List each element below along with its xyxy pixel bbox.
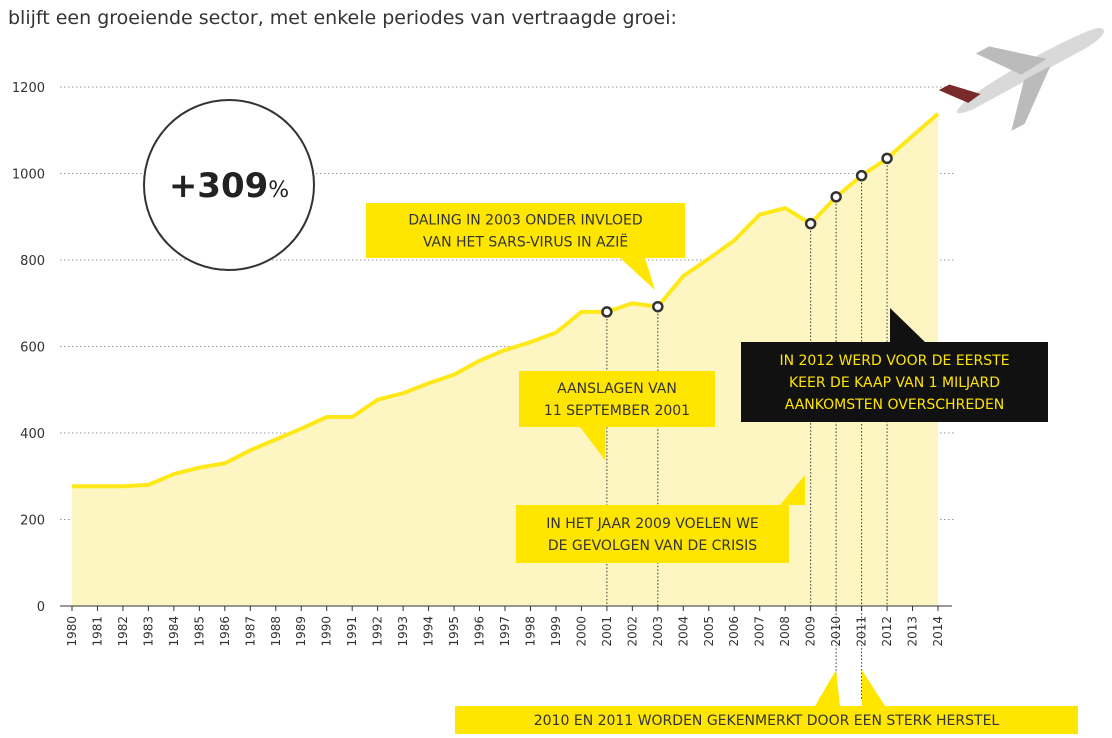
badge-unit: % [268,178,289,203]
highlight-marker [804,217,817,230]
airplane [938,28,1104,131]
x-tick-label: 2005 [702,616,716,647]
x-tick-label: 1984 [167,616,181,647]
highlight-marker [881,152,893,165]
x-tick-label: 2014 [931,616,945,647]
annotation-text: DALING IN 2003 ONDER INVLOED [408,213,642,229]
annotation-pointer [780,475,805,505]
annotation-pointer [815,670,840,706]
x-tick-label: 1989 [294,616,308,647]
badge-value: +309 [169,166,268,206]
highlight-marker [830,191,842,203]
y-tick-label: 1200 [12,81,45,96]
x-tick-label: 2008 [778,616,792,647]
x-tick-label: 1996 [473,616,487,647]
x-tick-label: 1983 [141,616,155,647]
y-tick-label: 0 [37,600,45,615]
y-tick-label: 400 [20,427,45,442]
x-tick-label: 2009 [804,616,818,647]
annotation-pointer [862,670,885,706]
highlight-marker [652,300,664,313]
x-tick-label: 1988 [269,616,283,647]
annotation-text: DE GEVOLGEN VAN DE CRISIS [548,538,757,554]
annotation-text: IN 2012 WERD VOOR DE EERSTE [779,353,1009,369]
x-tick-label: 1982 [116,616,130,647]
x-tick-label: 2013 [906,616,920,647]
line [72,112,940,489]
annotation-box [366,203,685,258]
x-tick-label: 1986 [218,616,232,647]
highlight-marker [855,169,868,182]
badge: +309% [143,99,315,271]
annotation-text: 11 SEPTEMBER 2001 [544,403,690,419]
x-tick-label: 1992 [371,616,385,647]
x-tick-label: 1998 [523,616,537,647]
y-tick-label: 800 [20,254,45,269]
x-tick-label: 1990 [320,616,334,647]
x-tick-label: 2000 [574,616,588,647]
annotation-text: VAN HET SARS-VIRUS IN AZIË [423,233,628,251]
x-tick-label: 1985 [192,616,206,647]
x-tick-label: 1981 [90,616,104,647]
annotation-text: 2010 EN 2011 WORDEN GEKENMERKT DOOR EEN … [534,713,1000,729]
annotation-pointer [890,308,925,342]
x-tick-label: 1993 [396,616,410,647]
area [72,113,938,606]
x-tick-label: 1987 [243,616,257,647]
x-tick-label: 2003 [651,616,665,647]
annotation-pointer [620,258,655,290]
annotation-box [455,706,1078,734]
badge-text: +309% [169,166,289,206]
annotation-text: AANKOMSTEN OVERSCHREDEN [785,397,1005,413]
x-tick-label: 1997 [498,616,512,647]
x-tick-label: 2006 [727,616,741,647]
annotation-text: KEER DE KAAP VAN 1 MILJARD [789,375,1000,391]
annotation-pointer [580,427,605,460]
x-tick-label: 2002 [625,616,639,647]
x-tick-label: 2001 [600,616,614,647]
x-tick-label: 2012 [880,616,894,647]
x-tick-label: 1995 [447,616,461,647]
annotation-text: AANSLAGEN VAN [557,381,677,397]
y-tick-label: 1000 [12,168,45,183]
annotation-box [741,342,1048,422]
plot: 0 200 400 600 800 1000 1200 1980 1981 1982 1983 198… [12,81,1078,734]
x-tick-label: 2004 [676,616,690,647]
x-tick-label: 1980 [65,616,79,647]
x-tick-label: 1999 [549,616,563,647]
x-tick-label: 2007 [753,616,767,647]
annotation-box [519,371,715,427]
annotation-text: IN HET JAAR 2009 VOELEN WE [546,516,759,532]
x-tick-label: 1994 [422,616,436,647]
x-tick-label: 1991 [345,616,359,647]
annotation-box [516,505,789,563]
subtitle: blijft een groeiende sector, met enkele … [8,7,677,29]
y-tick-label: 600 [20,341,45,356]
y-tick-label: 200 [20,514,45,529]
highlight-marker [601,306,613,318]
